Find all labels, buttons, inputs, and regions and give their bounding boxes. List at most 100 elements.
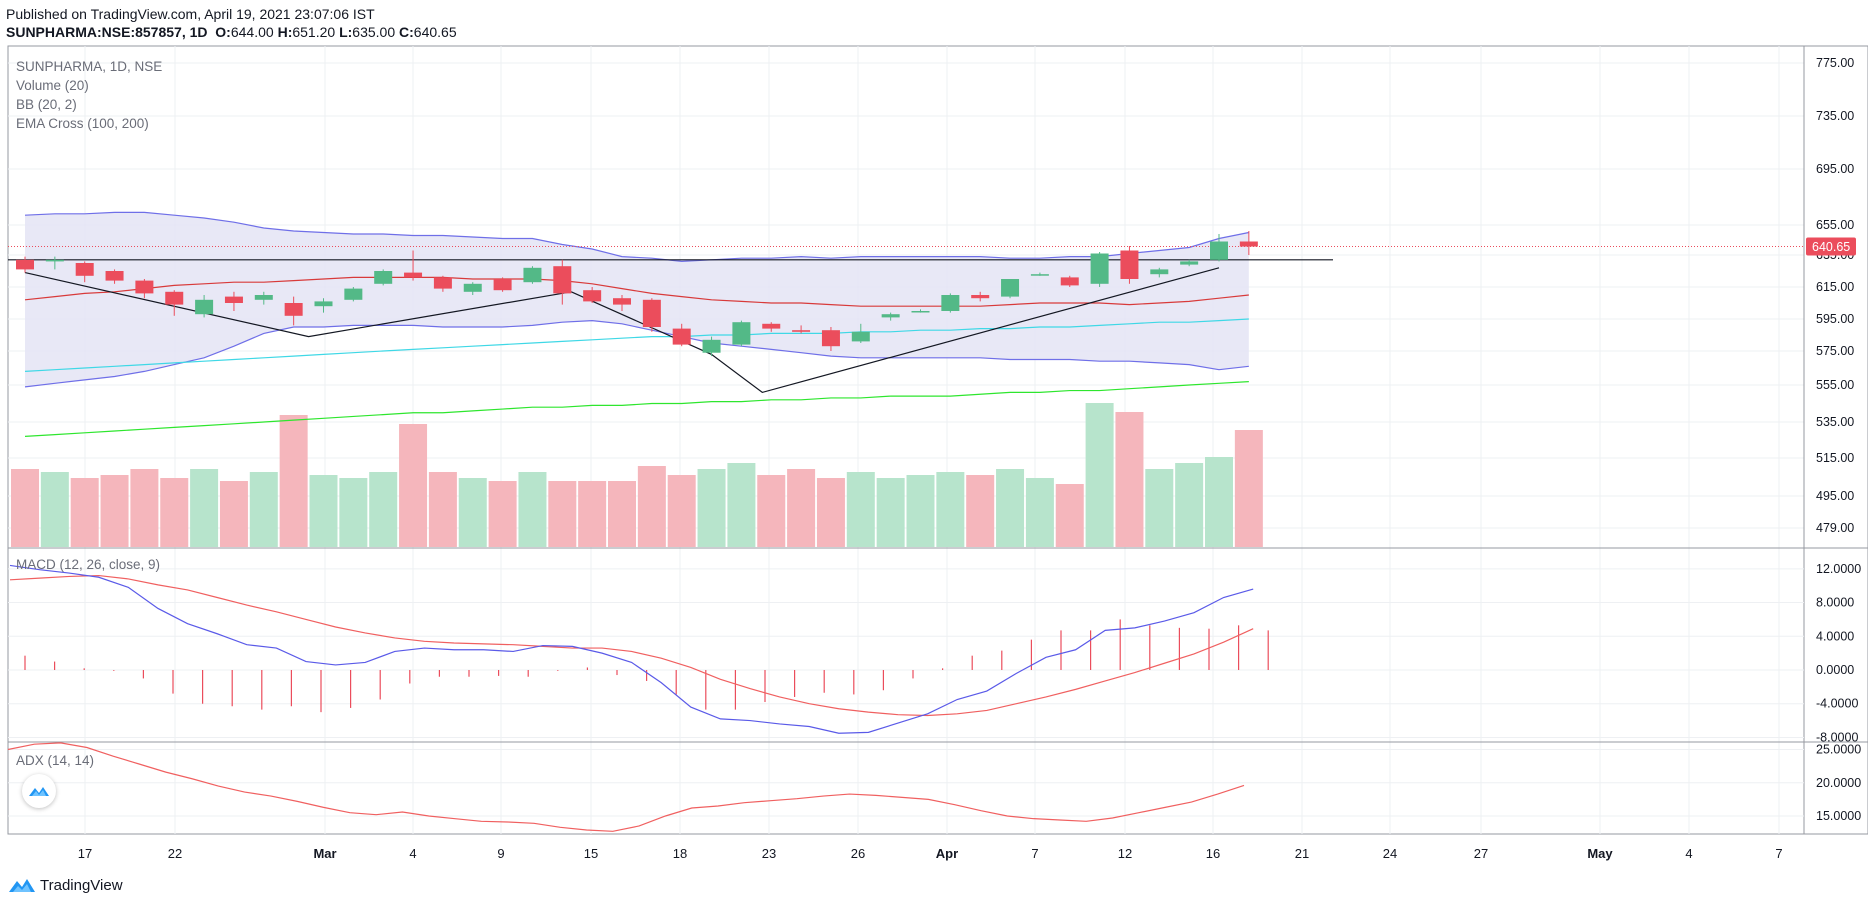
volume-bar xyxy=(100,475,129,547)
volume-bar xyxy=(966,475,995,547)
macd-line xyxy=(9,564,1254,734)
macd-y-tick-label: -8.0000 xyxy=(1816,730,1858,744)
y-tick-label: 495.00 xyxy=(1816,489,1854,503)
published-line: Published on TradingView.com, April 19, … xyxy=(6,6,375,22)
volume-bar xyxy=(697,469,726,547)
adx-line xyxy=(7,742,1245,832)
high-value: 651.20 xyxy=(292,24,336,40)
open-label: O: xyxy=(215,24,231,40)
candle-body xyxy=(1001,279,1020,297)
candle-body xyxy=(672,328,691,345)
y-tick-label: 595.00 xyxy=(1816,312,1854,326)
volume-bar xyxy=(936,472,965,547)
volume-bar xyxy=(428,472,457,547)
volume-bar xyxy=(548,481,577,547)
x-tick-label: 7 xyxy=(1775,846,1782,861)
volume-bar xyxy=(876,478,905,547)
y-tick-label: 575.00 xyxy=(1816,344,1854,358)
x-tick-label: 16 xyxy=(1206,846,1220,861)
x-tick-label: 17 xyxy=(78,846,92,861)
candle-body xyxy=(195,299,214,315)
bb-lower-line xyxy=(24,319,1249,388)
candle-body xyxy=(971,295,990,299)
volume-bar xyxy=(846,472,875,547)
candle-body xyxy=(911,311,930,313)
volume-bar xyxy=(219,481,248,547)
volume-bar xyxy=(40,472,69,547)
volume-bar xyxy=(160,478,189,547)
y-tick-label: 515.00 xyxy=(1816,451,1854,465)
y-tick-label: 535.00 xyxy=(1816,415,1854,429)
x-tick-label: Apr xyxy=(936,846,958,861)
y-tick-label: 735.00 xyxy=(1816,109,1854,123)
x-tick-label: 4 xyxy=(409,846,416,861)
candle-body xyxy=(344,288,363,300)
candle-body xyxy=(762,323,781,329)
volume-bar xyxy=(339,478,368,547)
volume-bar xyxy=(399,424,428,547)
candle-body xyxy=(941,295,960,311)
candle-body xyxy=(463,283,482,292)
legend-volume: Volume (20) xyxy=(16,78,89,93)
volume-bar xyxy=(1205,457,1233,547)
volume-bar xyxy=(1085,403,1114,547)
candle-body xyxy=(284,303,303,316)
legend-adx: ADX (14, 14) xyxy=(16,753,95,768)
macd-signal-line xyxy=(9,574,1254,717)
volume-bar xyxy=(608,481,636,547)
candle-body xyxy=(792,330,811,332)
y-tick-label: 775.00 xyxy=(1816,56,1854,70)
volume-bar xyxy=(757,475,786,547)
x-tick-label: 23 xyxy=(762,846,776,861)
pattern-line xyxy=(571,267,1220,394)
x-tick-label: Mar xyxy=(313,846,336,861)
volume-bar xyxy=(667,475,696,547)
open-value: 644.00 xyxy=(230,24,274,40)
volume-bar xyxy=(816,478,845,547)
candle-body xyxy=(374,271,393,284)
ema200-line xyxy=(24,381,1249,437)
bb-basis-line xyxy=(24,276,1249,307)
candle-body xyxy=(314,301,333,307)
macd-y-tick-label: 12.0000 xyxy=(1816,562,1861,576)
x-tick-label: 26 xyxy=(851,846,865,861)
x-tick-label: 4 xyxy=(1685,846,1692,861)
y-tick-label: 655.00 xyxy=(1816,218,1854,232)
symbol-ohlc-line: SUNPHARMA:NSE:857857, 1D O:644.00 H:651.… xyxy=(6,24,457,40)
tradingview-logo-icon xyxy=(9,879,35,892)
footer-brand[interactable]: TradingView xyxy=(8,876,123,894)
volume-bar xyxy=(518,472,547,547)
low-value: 635.00 xyxy=(352,24,396,40)
candle-body xyxy=(1120,250,1139,279)
x-tick-label: 22 xyxy=(168,846,182,861)
candle-body xyxy=(254,295,273,300)
x-tick-label: 27 xyxy=(1474,846,1488,861)
candle-body xyxy=(613,298,631,305)
tradingview-badge-icon[interactable] xyxy=(22,774,56,808)
candle-body xyxy=(105,271,124,281)
candle-body xyxy=(553,266,572,294)
volume-bar xyxy=(1055,484,1084,547)
candle-body xyxy=(1180,261,1199,265)
candle-body xyxy=(583,290,602,302)
volume-bar xyxy=(787,469,816,547)
candle-body xyxy=(493,279,512,291)
macd-y-tick-label: 0.0000 xyxy=(1816,663,1854,677)
volume-bar xyxy=(249,472,278,547)
candle-body xyxy=(433,277,452,289)
pattern-line xyxy=(24,272,572,338)
x-tick-label: 21 xyxy=(1295,846,1309,861)
candle-body xyxy=(702,339,721,353)
footer-brand-label: TradingView xyxy=(40,876,123,894)
close-value: 640.65 xyxy=(413,24,457,40)
legend-title: SUNPHARMA, 1D, NSE xyxy=(16,59,163,74)
candle-body xyxy=(404,272,423,278)
volume-bar xyxy=(1025,478,1054,547)
candle-body xyxy=(1239,241,1258,247)
macd-y-tick-label: 8.0000 xyxy=(1816,596,1854,610)
x-tick-label: 15 xyxy=(584,846,598,861)
chart-frame xyxy=(7,45,1868,835)
candle-body xyxy=(821,330,840,347)
volume-bar xyxy=(458,478,487,547)
